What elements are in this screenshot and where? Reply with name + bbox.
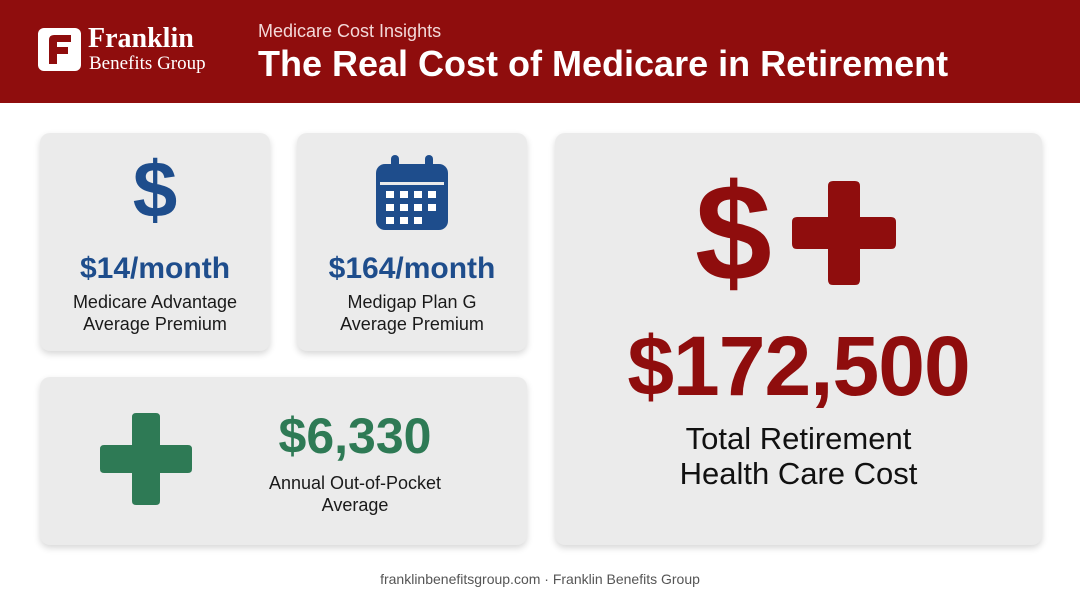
eyebrow-label: Medicare Cost Insights — [258, 21, 442, 41]
brand-name: Franklin — [88, 23, 194, 54]
medigap-label-line1: Medigap Plan G — [347, 292, 477, 312]
medigap-label-line2: Average Premium — [340, 314, 484, 334]
medigap-premium-value: $164/month — [328, 252, 496, 285]
header-banner: Franklin Benefits Group Medicare Cost In… — [0, 0, 1080, 103]
total-cost-label-line2: Health Care Cost — [679, 456, 918, 491]
page-title: The Real Cost of Medicare in Retirement — [258, 43, 949, 84]
footer-credit: franklinbenefitsgroup.com · Franklin Ben… — [380, 571, 700, 587]
medigap-card: $164/month Medigap Plan G Average Premiu… — [297, 133, 527, 351]
out-of-pocket-label-line2: Average — [321, 495, 389, 515]
advantage-label-line1: Medicare Advantage — [72, 292, 238, 312]
total-cost-label-line1: Total Retirement — [685, 421, 912, 456]
franklin-logo-icon — [38, 28, 81, 71]
medicare-advantage-card: $ $14/month Medicare Advantage Average P… — [40, 133, 270, 351]
advantage-premium-value: $14/month — [79, 252, 231, 285]
out-of-pocket-label-line1: Annual Out-of-Pocket — [268, 473, 442, 493]
out-of-pocket-value: $6,330 — [278, 408, 432, 464]
out-of-pocket-card: $6,330 Annual Out-of-Pocket Average — [40, 377, 527, 545]
dollar-icon: $ — [132, 145, 178, 234]
advantage-label-line2: Average Premium — [83, 314, 227, 334]
medical-cross-icon — [100, 413, 192, 505]
dollar-icon: $ — [695, 156, 772, 310]
calendar-icon — [376, 155, 448, 230]
total-cost-card: $ $172,500 Total Retirement Health Care … — [555, 133, 1042, 545]
brand-subtitle: Benefits Group — [89, 53, 206, 74]
medical-cross-icon — [792, 181, 896, 285]
total-cost-value: $172,500 — [627, 319, 970, 413]
